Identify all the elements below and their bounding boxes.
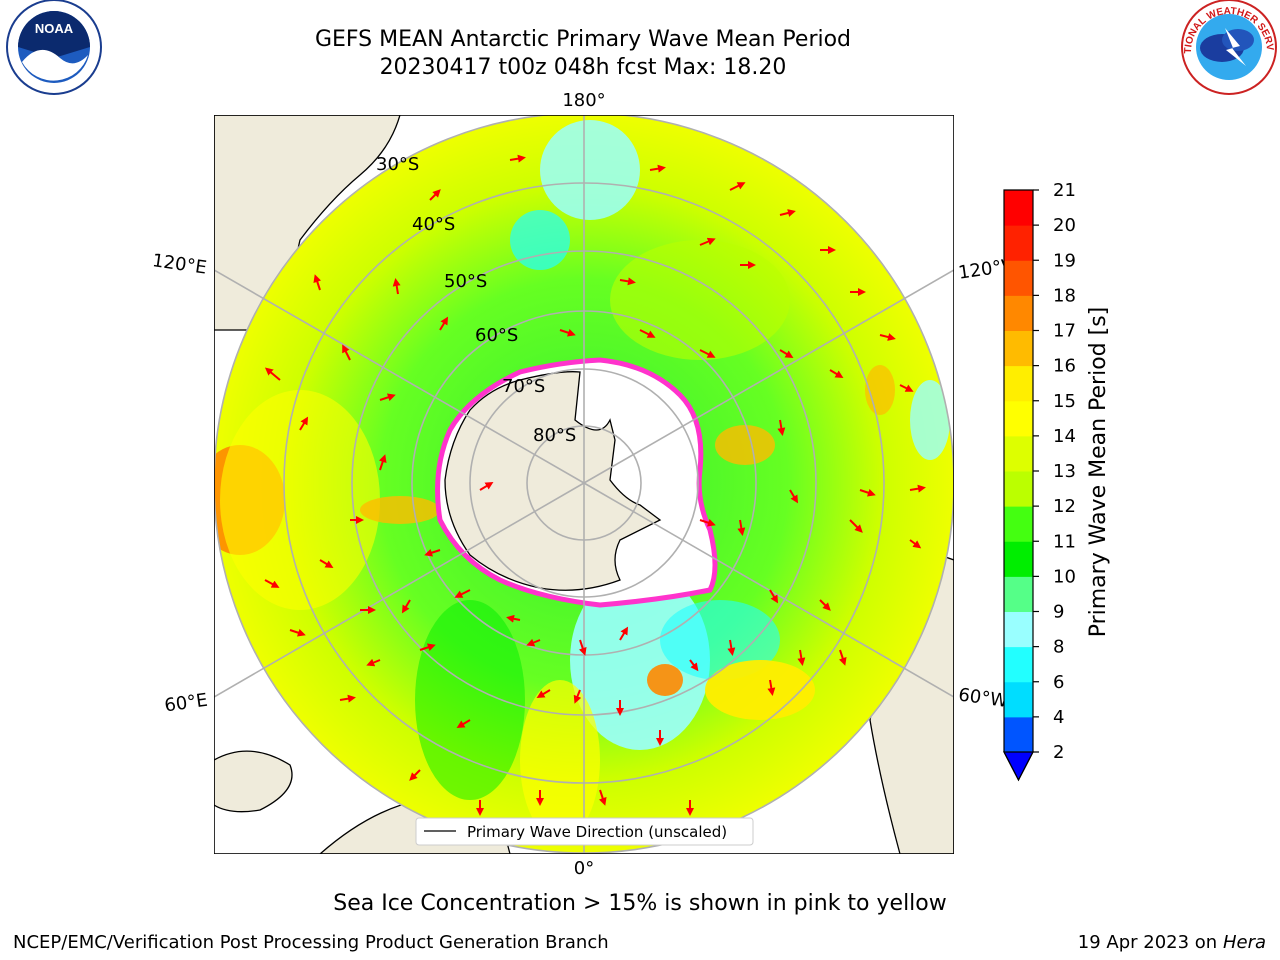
colorbar-swatch <box>1004 646 1033 683</box>
colorbar-tick-label: 10 <box>1053 566 1076 587</box>
sea-ice-note: Sea Ice Concentration > 15% is shown in … <box>333 891 947 916</box>
wave-direction-arrows <box>264 154 926 816</box>
colorbar-swatch <box>1004 190 1033 226</box>
colorbar-tick-label: 8 <box>1053 637 1064 658</box>
noaa-logo-text: NOAA <box>35 21 74 36</box>
svg-text:NATIONAL WEATHER SERVICE: NATIONAL WEATHER SERVICE <box>0 0 1275 54</box>
footer-date: 19 Apr 2023 on Hera <box>1078 932 1266 953</box>
noaa-logo-icon: NOAA <box>6 0 102 95</box>
colorbar-swatch <box>1004 365 1033 402</box>
map-legend: Primary Wave Direction (unscaled) <box>415 817 754 846</box>
colorbar-tick-label: 2 <box>1053 742 1064 763</box>
colorbar-swatch <box>1004 576 1033 612</box>
footer-date-text: 19 Apr 2023 on <box>1077 932 1223 953</box>
lat-label-70: 70°S <box>502 376 545 397</box>
lon-label-120e: 120°E <box>151 250 208 278</box>
colorbar-swatch <box>1004 435 1033 472</box>
footer-credit: NCEP/EMC/Verification Post Processing Pr… <box>13 932 609 953</box>
lat-label-40: 40°S <box>412 214 455 235</box>
colorbar-swatch <box>1004 330 1033 367</box>
colorbar-label: Primary Wave Mean Period [s] <box>1086 307 1111 638</box>
lat-label-50: 50°S <box>444 271 487 292</box>
colorbar-under-triangle <box>1003 751 1034 782</box>
lat-label-80: 80°S <box>533 425 576 446</box>
colorbar-swatch <box>1004 611 1033 648</box>
colorbar-swatch <box>1004 225 1033 261</box>
colorbar-tick-label: 21 <box>1053 180 1076 201</box>
colorbar-tick-label: 15 <box>1053 391 1076 412</box>
colorbar-tick-label: 6 <box>1053 672 1064 693</box>
colorbar-tick-label: 18 <box>1053 285 1076 306</box>
nws-logo-icon: NATIONAL WEATHER SERVICE <box>0 0 1277 95</box>
colorbar-tick-label: 9 <box>1053 602 1064 623</box>
colorbar-tick-label: 19 <box>1053 250 1076 271</box>
lat-label-60: 60°S <box>475 325 518 346</box>
legend-label: Primary Wave Direction (unscaled) <box>467 823 727 841</box>
footer-machine: Hera <box>1222 932 1266 953</box>
colorbar-tick-label: 20 <box>1053 215 1076 236</box>
colorbar-tick-label: 13 <box>1053 461 1076 482</box>
lon-label-60e: 60°E <box>163 690 209 717</box>
colorbar-tick-label: 17 <box>1053 321 1076 342</box>
colorbar-swatch <box>1004 681 1033 718</box>
lat-label-30: 30°S <box>376 154 419 175</box>
chart-title: GEFS MEAN Antarctic Primary Wave Mean Pe… <box>314 27 852 52</box>
colorbar-tick-label: 14 <box>1053 426 1076 447</box>
colorbar-tick-label: 12 <box>1053 496 1076 517</box>
chart-subtitle: 20230417 t00z 048h fcst Max: 18.20 <box>379 55 787 80</box>
colorbar-outline <box>1003 189 1034 782</box>
colorbar-swatch <box>1004 506 1033 542</box>
colorbar-swatch <box>1004 541 1033 577</box>
nws-logo-text: NATIONAL WEATHER SERVICE <box>0 0 1275 54</box>
colorbar-swatch <box>1004 260 1033 296</box>
lon-label-0: 0° <box>574 858 594 879</box>
lon-label-60w: 60°W <box>957 684 1009 712</box>
colorbar-swatch <box>1004 471 1033 507</box>
colorbar-tick-label: 11 <box>1053 531 1076 552</box>
colorbar-swatch <box>1004 295 1033 331</box>
colorbar-swatch <box>1004 716 1033 753</box>
antarctica <box>435 357 718 608</box>
colorbar: 2 4 6 8 9 10 11 12 13 14 15 16 17 18 19 20 21 <box>1003 180 1076 782</box>
colorbar-swatch <box>1004 400 1033 437</box>
colorbar-tick-label: 16 <box>1053 356 1076 377</box>
lon-label-180: 180° <box>562 90 605 111</box>
colorbar-tick-label: 4 <box>1053 707 1064 728</box>
